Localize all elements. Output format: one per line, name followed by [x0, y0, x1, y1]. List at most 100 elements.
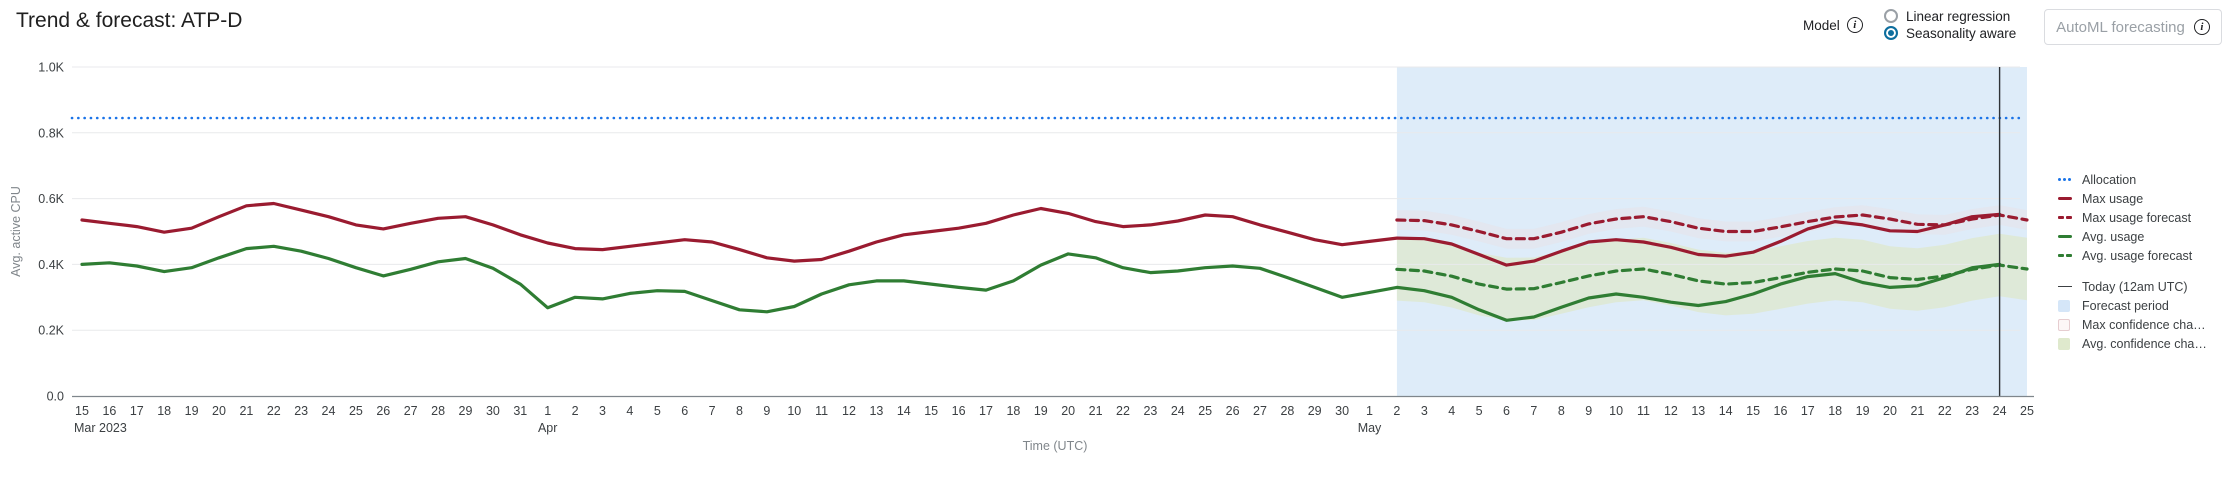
model-radio-option-seasonality-aware[interactable]: Seasonality aware	[1884, 25, 2016, 41]
y-tick-label: 1.0K	[38, 61, 64, 75]
x-tick-label: 11	[1637, 404, 1650, 418]
model-info-icon[interactable]: i	[1846, 17, 1863, 33]
y-tick-label: 0.0	[47, 390, 64, 404]
x-tick-label: 22	[1938, 404, 1952, 418]
x-tick-label: 19	[185, 404, 199, 418]
x-tick-label: 26	[376, 404, 390, 418]
y-tick-label: 0.6K	[38, 192, 64, 206]
x-tick-label: 18	[1828, 404, 1842, 418]
x-tick-label: 20	[1883, 404, 1897, 418]
x-tick-label: 16	[1774, 404, 1788, 418]
x-tick-label: 28	[431, 404, 445, 418]
x-tick-label: 1	[1366, 404, 1373, 418]
x-tick-label: 17	[130, 404, 144, 418]
radio-button-icon[interactable]	[1884, 9, 1898, 23]
automl-button-label: AutoML forecasting	[2056, 18, 2185, 36]
legend-item-avg-usage-forecast[interactable]: Avg. usage forecast	[2058, 246, 2207, 265]
x-tick-label: 19	[1856, 404, 1870, 418]
x-tick-label: 10	[787, 404, 801, 418]
max-usage-forecast-line	[1395, 213, 2029, 241]
y-tick-label: 0.2K	[38, 324, 64, 338]
x-tick-label: 25	[2020, 404, 2034, 418]
model-label-group: Model i	[1803, 17, 1863, 33]
legend-marker-icon	[2058, 215, 2074, 220]
legend-marker-icon	[2058, 285, 2074, 288]
x-tick-label: 29	[459, 404, 473, 418]
y-axis-title: Avg. active CPU	[9, 186, 23, 277]
legend-label: Avg. usage	[2082, 229, 2145, 244]
x-tick-label: 23	[1143, 404, 1157, 418]
radio-label: Seasonality aware	[1906, 25, 2017, 41]
legend-label: Allocation	[2082, 172, 2137, 187]
legend-marker-icon	[2058, 178, 2074, 181]
x-tick-label: 25	[349, 404, 363, 418]
x-tick-label: 6	[1503, 404, 1510, 418]
x-tick-label: 19	[1034, 404, 1048, 418]
legend-label: Avg. confidence cha…	[2082, 336, 2207, 351]
x-tick-label: 12	[1664, 404, 1678, 418]
x-tick-label: 24	[322, 404, 336, 418]
x-tick-label: 23	[294, 404, 308, 418]
x-tick-label: 21	[1089, 404, 1103, 418]
x-tick-label: 14	[897, 404, 911, 418]
x-tick-label: 22	[267, 404, 281, 418]
x-tick-label: 18	[157, 404, 171, 418]
legend-item-max-usage[interactable]: Max usage	[2058, 189, 2207, 208]
legend-label: Max usage forecast	[2082, 210, 2192, 225]
x-tick-label: 13	[1691, 404, 1705, 418]
x-tick-label: 11	[815, 404, 828, 418]
legend-item-max-confidence-cha[interactable]: Max confidence cha…	[2058, 315, 2207, 334]
legend-label: Today (12am UTC)	[2082, 279, 2188, 294]
max-usage-line	[80, 201, 2002, 267]
y-tick-label: 0.4K	[38, 258, 64, 272]
legend-marker-icon	[2058, 234, 2074, 239]
x-tick-label: 17	[979, 404, 993, 418]
x-tick-label: 30	[486, 404, 500, 418]
x-tick-label: 2	[1393, 404, 1400, 418]
x-tick-label: 24	[1171, 404, 1185, 418]
x-tick-label: 27	[404, 404, 418, 418]
chart-legend: Allocation Max usage Max usage forecast Avg…	[2058, 170, 2207, 353]
x-tick-label: 24	[1993, 404, 2007, 418]
automl-forecasting-button[interactable]: AutoML forecasting i	[2044, 9, 2222, 45]
legend-marker-icon	[2058, 337, 2074, 350]
x-tick-label: 9	[763, 404, 770, 418]
radio-button-icon[interactable]	[1884, 26, 1898, 40]
x-tick-label: 29	[1308, 404, 1322, 418]
legend-marker-icon	[2058, 318, 2074, 331]
x-tick-label: 16	[952, 404, 966, 418]
x-tick-label: 5	[654, 404, 661, 418]
x-tick-label: 18	[1006, 404, 1020, 418]
avg-confidence-band	[1396, 233, 2027, 321]
x-tick-label: 8	[1558, 404, 1565, 418]
legend-item-allocation[interactable]: Allocation	[2058, 170, 2207, 189]
avg-usage-line	[80, 244, 2002, 322]
x-tick-label: 27	[1253, 404, 1267, 418]
x-tick-label: 10	[1609, 404, 1623, 418]
model-radio-option-linear-regression[interactable]: Linear regression	[1884, 8, 2016, 24]
legend-label: Avg. usage forecast	[2082, 248, 2193, 263]
x-tick-label: 9	[1585, 404, 1592, 418]
automl-info-icon: i	[2193, 19, 2210, 35]
radio-label: Linear regression	[1906, 8, 2011, 24]
month-label: May	[1358, 421, 1382, 435]
x-tick-label: 17	[1801, 404, 1815, 418]
x-tick-label: 15	[1746, 404, 1760, 418]
x-tick-label: 15	[75, 404, 89, 418]
x-tick-label: 16	[102, 404, 116, 418]
legend-item-forecast-period[interactable]: Forecast period	[2058, 296, 2207, 315]
legend-item-max-usage-forecast[interactable]: Max usage forecast	[2058, 208, 2207, 227]
legend-marker-icon	[2058, 196, 2074, 201]
x-tick-label: 4	[1448, 404, 1455, 418]
x-tick-label: 26	[1226, 404, 1240, 418]
x-tick-label: 25	[1198, 404, 1212, 418]
legend-item-avg-usage[interactable]: Avg. usage	[2058, 227, 2207, 246]
x-tick-label: 20	[212, 404, 226, 418]
model-label: Model	[1803, 17, 1840, 33]
x-tick-label: 7	[709, 404, 716, 418]
month-label: Mar 2023	[74, 421, 127, 435]
legend-item-avg-confidence-cha[interactable]: Avg. confidence cha…	[2058, 334, 2207, 353]
x-tick-label: 31	[513, 404, 527, 418]
legend-item-today-12am-utc[interactable]: Today (12am UTC)	[2058, 277, 2207, 296]
